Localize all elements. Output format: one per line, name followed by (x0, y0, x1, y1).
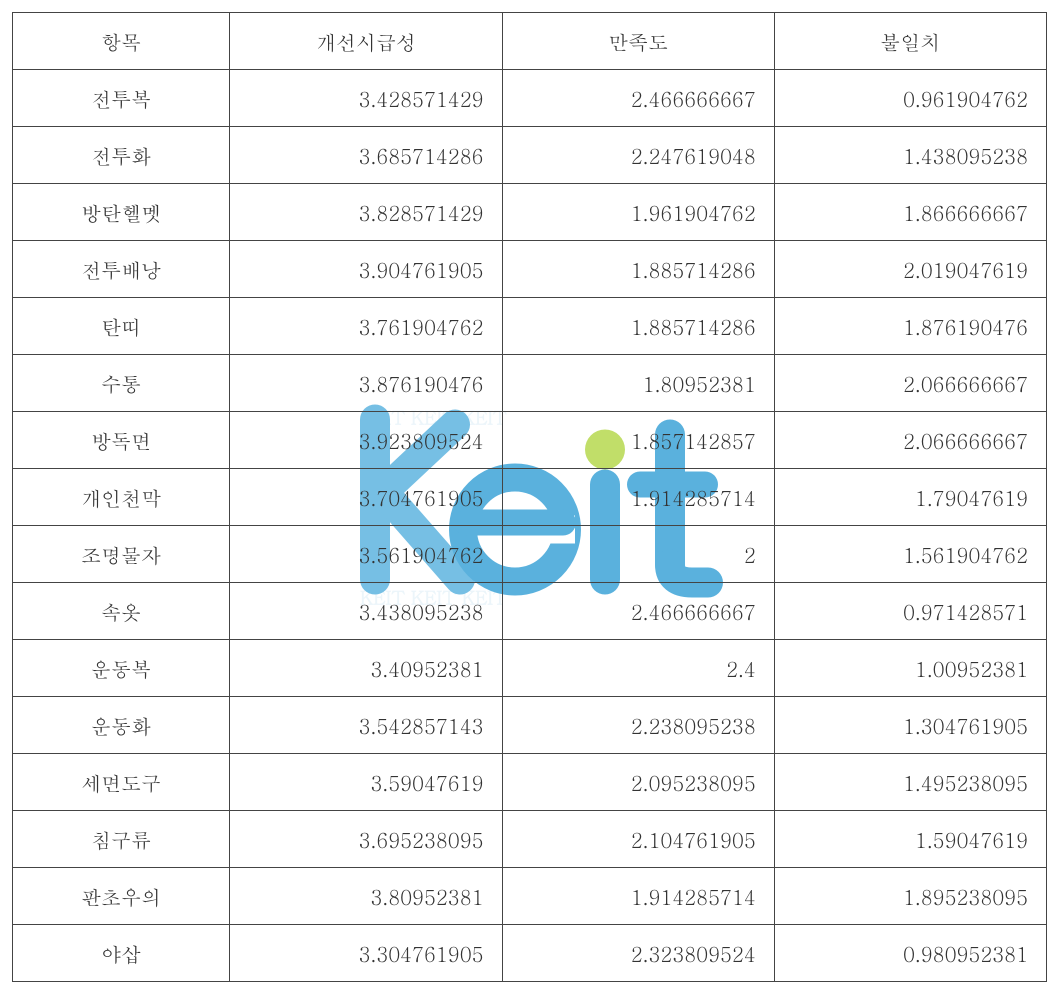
cell-satisfaction: 1.961904762 (502, 184, 774, 241)
cell-item: 조명물자 (13, 526, 230, 583)
cell-satisfaction: 1.914285714 (502, 469, 774, 526)
cell-item: 탄띠 (13, 298, 230, 355)
cell-urgency: 3.80952381 (230, 868, 502, 925)
cell-satisfaction: 1.885714286 (502, 241, 774, 298)
table-row: 방독면 3.923809524 1.857142857 2.066666667 (13, 412, 1047, 469)
cell-mismatch: 0.971428571 (774, 583, 1046, 640)
cell-mismatch: 1.876190476 (774, 298, 1046, 355)
cell-mismatch: 2.066666667 (774, 355, 1046, 412)
cell-satisfaction: 1.80952381 (502, 355, 774, 412)
cell-mismatch: 0.980952381 (774, 925, 1046, 982)
table-row: 조명물자 3.561904762 2 1.561904762 (13, 526, 1047, 583)
cell-item: 전투화 (13, 127, 230, 184)
cell-urgency: 3.904761905 (230, 241, 502, 298)
cell-item: 전투배낭 (13, 241, 230, 298)
table-row: 수통 3.876190476 1.80952381 2.066666667 (13, 355, 1047, 412)
table-row: 운동복 3.40952381 2.4 1.00952381 (13, 640, 1047, 697)
cell-urgency: 3.761904762 (230, 298, 502, 355)
cell-mismatch: 1.304761905 (774, 697, 1046, 754)
cell-mismatch: 1.00952381 (774, 640, 1046, 697)
cell-urgency: 3.695238095 (230, 811, 502, 868)
cell-item: 전투복 (13, 70, 230, 127)
cell-urgency: 3.685714286 (230, 127, 502, 184)
table-header: 항목 개선시급성 만족도 불일치 (13, 13, 1047, 70)
cell-item: 수통 (13, 355, 230, 412)
cell-satisfaction: 2 (502, 526, 774, 583)
header-row: 항목 개선시급성 만족도 불일치 (13, 13, 1047, 70)
cell-urgency: 3.876190476 (230, 355, 502, 412)
header-urgency: 개선시급성 (230, 13, 502, 70)
table-row: 개인천막 3.704761905 1.914285714 1.79047619 (13, 469, 1047, 526)
cell-mismatch: 1.866666667 (774, 184, 1046, 241)
cell-satisfaction: 2.466666667 (502, 70, 774, 127)
cell-item: 방탄헬멧 (13, 184, 230, 241)
cell-item: 운동화 (13, 697, 230, 754)
cell-satisfaction: 1.857142857 (502, 412, 774, 469)
cell-item: 운동복 (13, 640, 230, 697)
cell-satisfaction: 1.885714286 (502, 298, 774, 355)
cell-item: 방독면 (13, 412, 230, 469)
cell-satisfaction: 2.095238095 (502, 754, 774, 811)
table-row: 탄띠 3.761904762 1.885714286 1.876190476 (13, 298, 1047, 355)
cell-mismatch: 1.59047619 (774, 811, 1046, 868)
cell-mismatch: 1.79047619 (774, 469, 1046, 526)
cell-urgency: 3.438095238 (230, 583, 502, 640)
cell-mismatch: 1.495238095 (774, 754, 1046, 811)
table-row: 전투화 3.685714286 2.247619048 1.438095238 (13, 127, 1047, 184)
cell-mismatch: 1.895238095 (774, 868, 1046, 925)
cell-item: 속옷 (13, 583, 230, 640)
cell-urgency: 3.704761905 (230, 469, 502, 526)
cell-urgency: 3.828571429 (230, 184, 502, 241)
cell-item: 세면도구 (13, 754, 230, 811)
cell-item: 침구류 (13, 811, 230, 868)
cell-satisfaction: 2.238095238 (502, 697, 774, 754)
table-row: 운동화 3.542857143 2.238095238 1.304761905 (13, 697, 1047, 754)
cell-urgency: 3.428571429 (230, 70, 502, 127)
table-row: 방탄헬멧 3.828571429 1.961904762 1.866666667 (13, 184, 1047, 241)
table-row: 속옷 3.438095238 2.466666667 0.971428571 (13, 583, 1047, 640)
cell-urgency: 3.923809524 (230, 412, 502, 469)
table-body: 전투복 3.428571429 2.466666667 0.961904762 … (13, 70, 1047, 982)
data-table: 항목 개선시급성 만족도 불일치 전투복 3.428571429 2.46666… (12, 12, 1047, 982)
cell-item: 개인천막 (13, 469, 230, 526)
table-row: 야삽 3.304761905 2.323809524 0.980952381 (13, 925, 1047, 982)
table-row: 침구류 3.695238095 2.104761905 1.59047619 (13, 811, 1047, 868)
cell-satisfaction: 2.247619048 (502, 127, 774, 184)
cell-satisfaction: 1.914285714 (502, 868, 774, 925)
cell-satisfaction: 2.4 (502, 640, 774, 697)
cell-mismatch: 1.561904762 (774, 526, 1046, 583)
table-row: 세면도구 3.59047619 2.095238095 1.495238095 (13, 754, 1047, 811)
cell-mismatch: 2.066666667 (774, 412, 1046, 469)
cell-urgency: 3.304761905 (230, 925, 502, 982)
cell-satisfaction: 2.466666667 (502, 583, 774, 640)
cell-urgency: 3.542857143 (230, 697, 502, 754)
table-row: 전투배낭 3.904761905 1.885714286 2.019047619 (13, 241, 1047, 298)
cell-item: 야삽 (13, 925, 230, 982)
cell-item: 판초우의 (13, 868, 230, 925)
cell-satisfaction: 2.104761905 (502, 811, 774, 868)
cell-mismatch: 2.019047619 (774, 241, 1046, 298)
header-satisfaction: 만족도 (502, 13, 774, 70)
header-mismatch: 불일치 (774, 13, 1046, 70)
cell-urgency: 3.40952381 (230, 640, 502, 697)
cell-urgency: 3.561904762 (230, 526, 502, 583)
cell-mismatch: 0.961904762 (774, 70, 1046, 127)
header-item: 항목 (13, 13, 230, 70)
cell-urgency: 3.59047619 (230, 754, 502, 811)
cell-satisfaction: 2.323809524 (502, 925, 774, 982)
cell-mismatch: 1.438095238 (774, 127, 1046, 184)
table-row: 전투복 3.428571429 2.466666667 0.961904762 (13, 70, 1047, 127)
table-row: 판초우의 3.80952381 1.914285714 1.895238095 (13, 868, 1047, 925)
